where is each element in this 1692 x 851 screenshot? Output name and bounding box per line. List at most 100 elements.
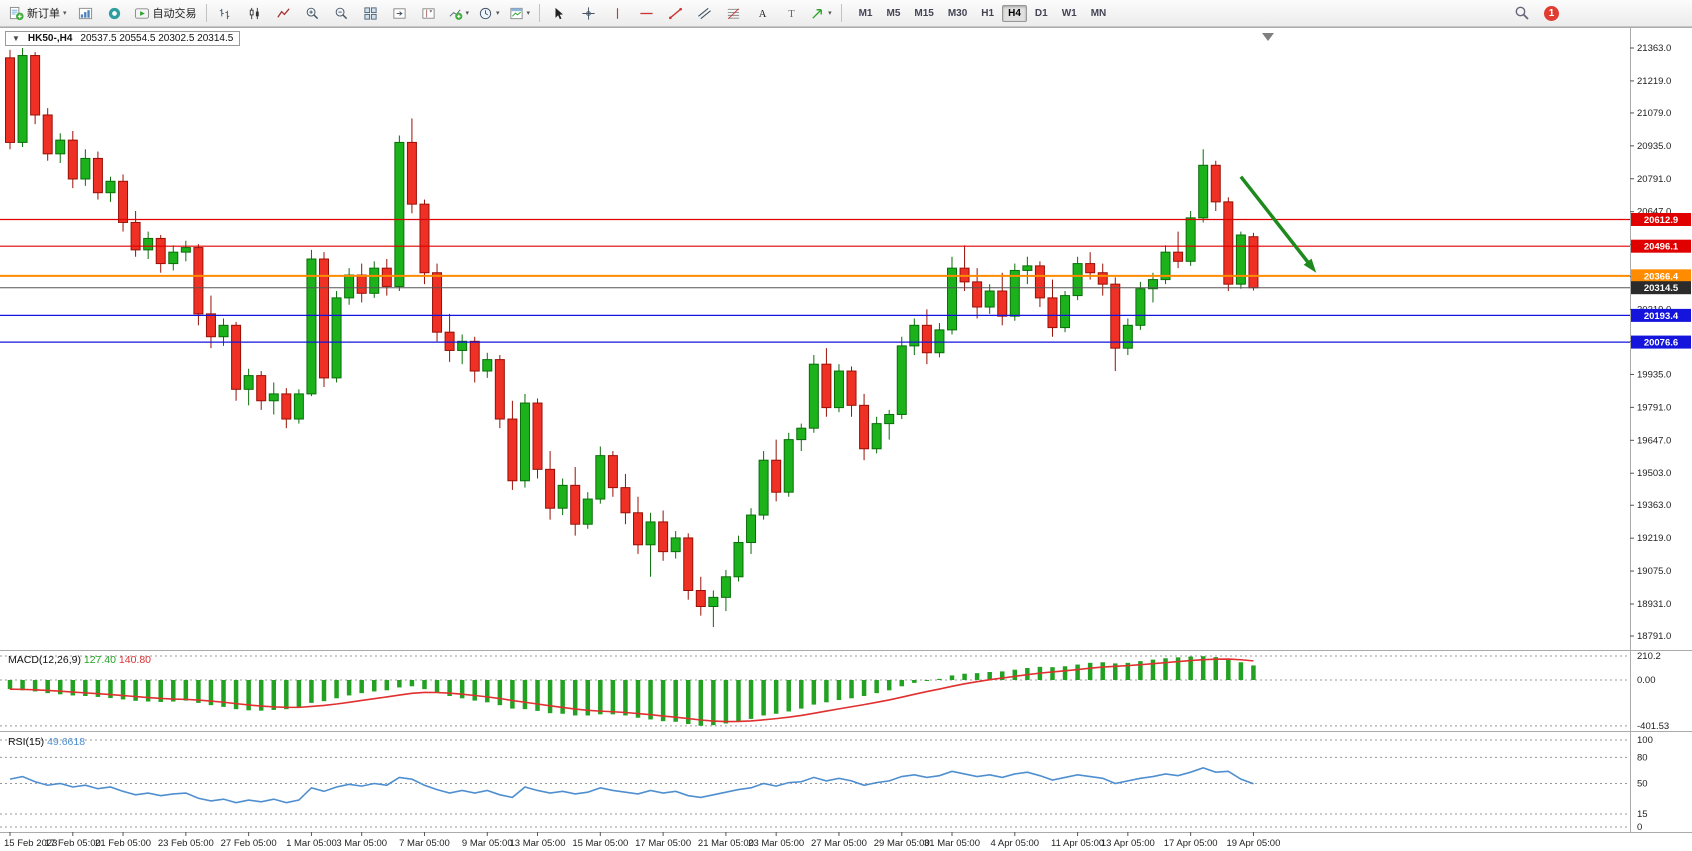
search-button[interactable]: [1508, 2, 1536, 25]
trendline-icon: [668, 7, 682, 19]
svg-text:13 Mar 05:00: 13 Mar 05:00: [510, 838, 566, 849]
svg-text:0.00: 0.00: [1637, 675, 1656, 686]
bar-chart-type-button[interactable]: [212, 2, 240, 25]
toolbar-right-group: 1: [1508, 2, 1559, 25]
timeframe-toolbar: M1 M5 M15 M30 H1 H4 D1 W1 MN: [853, 4, 1113, 22]
chart-title-box: ▼ HK50-,H4 20537.5 20554.5 20302.5 20314…: [5, 31, 241, 46]
horizontal-line-tool-button[interactable]: [632, 2, 660, 25]
zoom-out-button[interactable]: [328, 2, 356, 25]
candlestick-chart-type-button[interactable]: [241, 2, 269, 25]
svg-text:19363.0: 19363.0: [1637, 500, 1671, 511]
cursor-tool-button[interactable]: [545, 2, 573, 25]
svg-text:18791.0: 18791.0: [1637, 631, 1671, 642]
svg-text:19 Apr 05:00: 19 Apr 05:00: [1226, 838, 1280, 849]
timeframe-h4[interactable]: H4: [1002, 4, 1027, 22]
trendline-tool-button[interactable]: [661, 2, 689, 25]
chart-shift-button[interactable]: [415, 2, 443, 25]
svg-text:-401.53: -401.53: [1637, 721, 1669, 732]
chevron-down-icon: ▾: [496, 9, 500, 17]
pane-separators[interactable]: [0, 27, 1692, 833]
svg-text:21 Feb 05:00: 21 Feb 05:00: [95, 838, 151, 849]
svg-text:31 Mar 05:00: 31 Mar 05:00: [924, 838, 980, 849]
svg-text:18931.0: 18931.0: [1637, 599, 1671, 610]
macd-label: MACD(12,26,9) 127.40 140.80: [8, 654, 151, 666]
svg-text:17 Apr 05:00: 17 Apr 05:00: [1164, 838, 1218, 849]
fibonacci-icon: [727, 7, 739, 19]
timeframe-m1[interactable]: M1: [858, 7, 873, 19]
toolbar: 新订单 ▾ 自动交易 ▾ ▾ ▾: [0, 0, 1692, 27]
svg-text:21079.0: 21079.0: [1637, 108, 1671, 119]
tile-windows-button[interactable]: [357, 2, 385, 25]
templates-button[interactable]: ▾: [505, 2, 535, 25]
svg-text:11 Apr 05:00: 11 Apr 05:00: [1051, 838, 1104, 849]
rsi-label: RSI(15) 49.6618: [8, 736, 85, 748]
text-tool-button[interactable]: A: [748, 2, 776, 25]
svg-text:A: A: [758, 9, 766, 20]
auto-trading-button[interactable]: 自动交易: [130, 2, 201, 25]
community-icon: [108, 7, 121, 19]
candlestick-chart-icon: [249, 7, 259, 19]
notification-badge[interactable]: 1: [1544, 5, 1559, 21]
svg-text:19503.0: 19503.0: [1637, 468, 1671, 479]
timeframe-h1[interactable]: H1: [981, 7, 995, 19]
chart-symbol-period: HK50-,H4: [27, 33, 73, 44]
equidistant-channel-icon: [697, 7, 711, 19]
market-watch-icon: [78, 7, 93, 19]
chart-shift-icon: [422, 7, 435, 19]
rsi-line: [9, 766, 1254, 804]
indicators-button[interactable]: ▾: [444, 2, 474, 25]
svg-text:4 Apr 05:00: 4 Apr 05:00: [990, 838, 1039, 849]
periods-button[interactable]: ▾: [474, 2, 504, 25]
channel-tool-button[interactable]: [690, 2, 718, 25]
timeframe-m30[interactable]: M30: [947, 7, 968, 19]
price-line-labels: 20612.9 20496.1 20366.4 20193.4 20076.6 20314…: [1631, 212, 1691, 349]
trend-arrow-annotation[interactable]: [1239, 175, 1317, 273]
market-watch-button[interactable]: [72, 2, 100, 25]
svg-text:27 Mar 05:00: 27 Mar 05:00: [811, 838, 867, 849]
svg-text:20647.0: 20647.0: [1637, 207, 1671, 218]
timeframe-w1[interactable]: W1: [1061, 7, 1077, 19]
auto-scroll-button[interactable]: [386, 2, 414, 25]
line-chart-icon: [277, 7, 290, 18]
search-icon: [1515, 6, 1529, 20]
collapse-arrow-icon[interactable]: ▼: [12, 34, 20, 43]
line-chart-type-button[interactable]: [270, 2, 298, 25]
crosshair-tool-button[interactable]: [574, 2, 602, 25]
new-order-button[interactable]: 新订单 ▾: [5, 2, 71, 25]
arrows-tool-button[interactable]: ▾: [806, 2, 836, 25]
vertical-line-tool-button[interactable]: [603, 2, 631, 25]
svg-text:20612.9: 20612.9: [1644, 215, 1678, 226]
template-icon: [509, 7, 523, 19]
fibonacci-tool-button[interactable]: [719, 2, 747, 25]
svg-text:20076.6: 20076.6: [1644, 338, 1678, 349]
svg-text:15 Mar 05:00: 15 Mar 05:00: [572, 838, 628, 849]
svg-text:20193.4: 20193.4: [1644, 311, 1679, 322]
label-tool-button[interactable]: T: [777, 2, 805, 25]
rsi-indicator: 100 80 50 15 0 RSI(15) 49.6618: [0, 735, 1653, 833]
horizontal-line-icon: [639, 12, 653, 14]
svg-text:210.2: 210.2: [1637, 651, 1661, 662]
svg-text:19075.0: 19075.0: [1637, 566, 1671, 577]
svg-text:15 Feb 2023: 15 Feb 2023: [4, 838, 57, 849]
indicators-icon: [449, 8, 462, 20]
svg-text:23 Mar 05:00: 23 Mar 05:00: [748, 838, 804, 849]
tile-windows-icon: [364, 6, 377, 20]
svg-text:9 Mar 05:00: 9 Mar 05:00: [462, 838, 513, 849]
svg-text:21363.0: 21363.0: [1637, 43, 1671, 54]
timeframe-d1[interactable]: D1: [1034, 7, 1048, 19]
zoom-in-button[interactable]: [299, 2, 327, 25]
svg-text:20366.4: 20366.4: [1644, 271, 1679, 282]
bar-chart-icon: [219, 8, 230, 19]
community-button[interactable]: [101, 2, 129, 25]
timeframe-mn[interactable]: MN: [1090, 7, 1107, 19]
svg-text:21 Mar 05:00: 21 Mar 05:00: [698, 838, 754, 849]
chevron-down-icon: ▾: [526, 9, 531, 17]
svg-text:20496.1: 20496.1: [1644, 242, 1679, 253]
timeframe-m15[interactable]: M15: [914, 7, 934, 19]
svg-text:T: T: [788, 9, 795, 20]
auto-trading-icon: [134, 7, 149, 19]
chart-shift-marker[interactable]: [1262, 33, 1274, 41]
timeframe-m5[interactable]: M5: [886, 7, 901, 19]
